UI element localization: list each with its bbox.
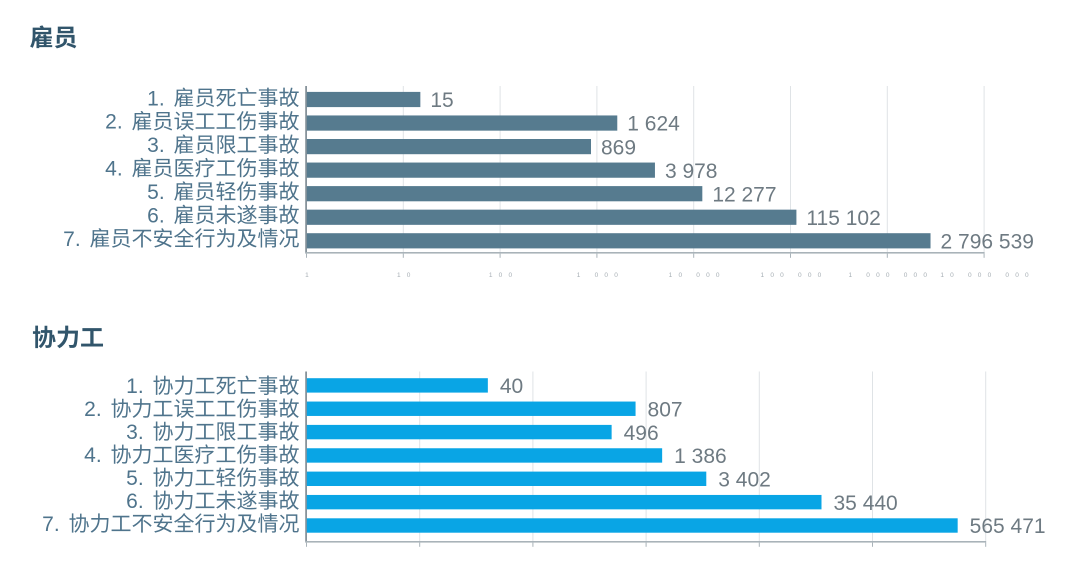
- svg-text:1.: 1.: [126, 375, 144, 398]
- svg-text:10 000: 10 000: [669, 272, 726, 279]
- svg-text:4.: 4.: [84, 444, 102, 467]
- svg-text:7.: 7.: [42, 513, 60, 536]
- svg-text:115 102: 115 102: [806, 207, 880, 230]
- svg-text:4.: 4.: [105, 158, 123, 181]
- svg-text:15: 15: [430, 89, 453, 112]
- svg-text:807: 807: [648, 398, 683, 421]
- svg-text:496: 496: [624, 422, 659, 445]
- svg-text:3 402: 3 402: [718, 468, 771, 491]
- svg-text:2.: 2.: [105, 111, 123, 134]
- svg-text:3.: 3.: [147, 134, 165, 157]
- svg-text:10: 10: [397, 272, 417, 279]
- svg-text:35 440: 35 440: [834, 492, 898, 515]
- svg-text:6.: 6.: [126, 490, 144, 513]
- svg-text:1 000 000: 1 000 000: [848, 272, 933, 279]
- svg-text:100: 100: [489, 272, 518, 279]
- svg-text:5.: 5.: [147, 181, 165, 204]
- svg-text:3 978: 3 978: [665, 160, 718, 183]
- svg-text:12 277: 12 277: [712, 183, 776, 206]
- svg-text:2.: 2.: [84, 398, 102, 421]
- svg-text:7.: 7.: [63, 228, 81, 251]
- svg-text:10 000 000: 10 000 000: [940, 272, 1035, 279]
- svg-text:5.: 5.: [126, 467, 144, 490]
- svg-text:1 386: 1 386: [674, 445, 727, 468]
- svg-text:3.: 3.: [126, 421, 144, 444]
- svg-text:2 796 539: 2 796 539: [941, 230, 1034, 253]
- svg-text:1 624: 1 624: [627, 113, 680, 136]
- svg-text:6.: 6.: [147, 204, 165, 227]
- svg-text:869: 869: [601, 136, 636, 159]
- svg-text:100 000: 100 000: [761, 272, 828, 279]
- svg-text:1: 1: [305, 272, 315, 279]
- svg-text:1.: 1.: [147, 87, 165, 110]
- svg-text:40: 40: [500, 375, 523, 398]
- svg-text:1 000: 1 000: [577, 272, 624, 279]
- svg-text:565 471: 565 471: [970, 515, 1046, 538]
